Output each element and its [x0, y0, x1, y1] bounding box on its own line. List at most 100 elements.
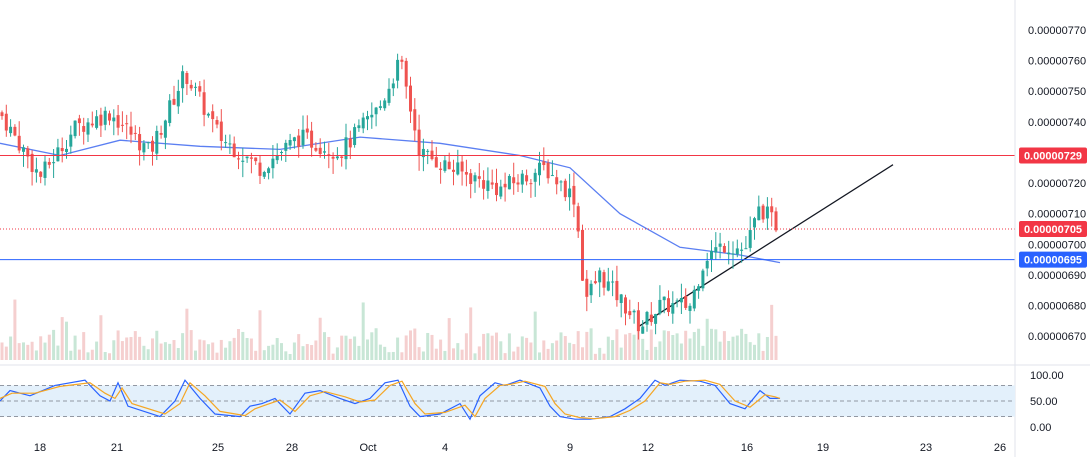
candle-body: [378, 106, 382, 108]
volume-bar: [753, 344, 756, 360]
x-tick-label: Oct: [359, 442, 376, 454]
volume-layer: [0, 299, 778, 360]
volume-bar: [473, 353, 477, 360]
volume-bar: [82, 332, 86, 360]
volume-bar: [378, 344, 382, 360]
volume-bar: [284, 351, 288, 360]
candle-body: [529, 183, 533, 185]
volume-bar: [404, 335, 408, 360]
volume-bar: [168, 343, 172, 360]
y-tick-label: 0.00000740: [1028, 117, 1086, 129]
candle-body: [65, 148, 68, 152]
candle-body: [628, 311, 632, 316]
volume-bar: [585, 331, 589, 360]
x-tick-label: 9: [567, 442, 573, 454]
candle-body: [301, 129, 305, 146]
candle-body: [490, 182, 494, 185]
volume-bar: [396, 337, 400, 360]
candle-body: [228, 143, 232, 145]
volume-bar: [0, 342, 4, 360]
candle-body: [77, 118, 81, 124]
volume-bar: [559, 332, 563, 360]
volume-bar: [237, 329, 240, 360]
moving-average-layer: [0, 136, 894, 328]
volume-bar: [374, 328, 378, 360]
candle-body: [9, 126, 13, 134]
volume-bar: [13, 299, 17, 360]
candle-body: [284, 142, 288, 151]
candle-body: [525, 175, 529, 182]
candle-body: [761, 205, 765, 220]
volume-bar: [662, 330, 666, 360]
volume-bar: [757, 333, 761, 360]
candle-body: [387, 88, 391, 103]
volume-bar: [310, 345, 314, 360]
candle-body: [112, 117, 116, 122]
volume-bar: [267, 345, 271, 360]
candle-body: [615, 280, 619, 301]
candle-body: [598, 270, 602, 283]
candle-body: [30, 153, 34, 172]
x-tick-label: 21: [111, 442, 123, 454]
y-tick-label: 0.00000710: [1028, 209, 1086, 221]
volume-bar: [357, 345, 361, 360]
volume-bar: [495, 332, 498, 360]
volume-bar: [705, 318, 709, 360]
candle-body: [189, 84, 193, 89]
x-tick-label: 16: [741, 442, 753, 454]
candle-body: [357, 125, 361, 129]
candle-body: [469, 173, 473, 185]
volume-bar: [108, 353, 111, 360]
candle-body: [198, 86, 202, 92]
volume-bar: [90, 349, 94, 360]
volume-bar: [615, 329, 619, 360]
candle-body: [292, 137, 296, 142]
candle-body: [667, 298, 670, 313]
volume-bar: [383, 346, 387, 360]
volume-bar: [138, 336, 142, 360]
candle-body: [69, 134, 73, 147]
volume-bar: [301, 346, 305, 360]
volume-bar: [710, 328, 713, 360]
volume-bar: [65, 321, 68, 360]
volume-bar: [654, 346, 658, 360]
candle-body: [155, 130, 159, 154]
volume-bar: [172, 340, 176, 360]
candle-body: [735, 248, 739, 255]
volume-bar: [77, 349, 81, 360]
volume-bar: [624, 334, 627, 360]
candle-body: [361, 117, 365, 129]
candle-body: [120, 124, 124, 126]
volume-bar: [73, 335, 77, 360]
candle-body: [654, 313, 658, 324]
volume-bar: [430, 334, 434, 360]
candle-body: [774, 211, 778, 231]
candle-body: [473, 175, 477, 182]
candle-body: [765, 206, 769, 219]
candle-body: [576, 206, 580, 232]
candle-body: [262, 172, 266, 177]
candle-body: [232, 143, 236, 158]
volume-bar: [512, 351, 516, 360]
candle-body: [692, 289, 696, 309]
candle-body: [267, 168, 271, 174]
volume-bar: [503, 353, 507, 360]
candle-body: [460, 161, 464, 172]
candle-body: [108, 113, 111, 121]
candle-body: [73, 120, 77, 137]
volume-bar: [86, 352, 90, 360]
price-tag-label: 0.00000695: [1024, 255, 1082, 267]
candle-body: [611, 281, 615, 283]
volume-bar: [26, 344, 30, 360]
candle-body: [43, 161, 47, 178]
candle-body: [13, 126, 17, 136]
price-tag-label: 0.00000729: [1024, 151, 1082, 163]
candle-body: [684, 295, 688, 308]
candle-body: [439, 168, 443, 170]
candle-body: [344, 137, 348, 160]
candle-body: [82, 126, 86, 132]
volume-bar: [550, 343, 554, 360]
candle-body: [512, 177, 516, 184]
